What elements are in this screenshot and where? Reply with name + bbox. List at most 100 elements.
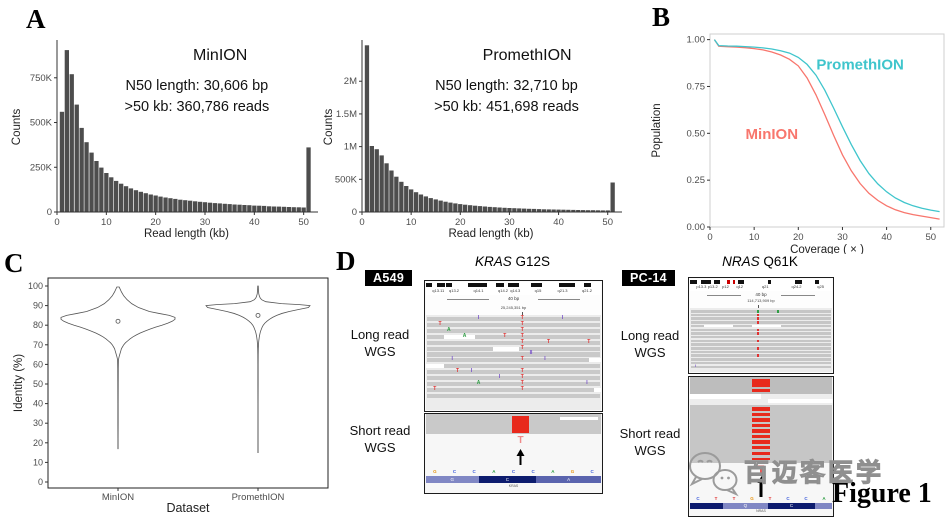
y-tick-label: 10	[33, 457, 43, 467]
amino-acid-segment: Q	[722, 503, 769, 509]
x-axis-title: Read length (kb)	[448, 228, 533, 240]
y-axis-title: Identity (%)	[13, 354, 25, 412]
mutation-q61k: Q61K	[759, 254, 798, 269]
histogram-bar	[59, 111, 65, 212]
read-row	[690, 339, 832, 343]
read-row	[690, 328, 832, 332]
ideogram-band	[559, 283, 575, 287]
ideogram-band-label: p13.3	[696, 284, 707, 289]
ideogram-band-label: q13.2	[448, 288, 460, 293]
insertion-mark: I	[586, 379, 588, 386]
sequence-base-G: G	[570, 469, 575, 474]
histogram-bar	[546, 209, 551, 212]
insertion-mark: I	[695, 363, 697, 368]
histogram-bar	[148, 194, 153, 212]
mismatch-base-T: T	[520, 379, 524, 386]
read-row	[690, 310, 832, 313]
igv-short-read-a549: T G C C A C C A G C G C A KRAS	[424, 413, 603, 494]
histogram-bar	[64, 50, 69, 212]
plot-panel-border	[709, 33, 945, 228]
histogram-bar	[94, 161, 99, 212]
ruler-track: 40 bp 114,713,909 bp	[690, 291, 832, 309]
ideogram-band-label: q13.11	[432, 288, 445, 293]
arrow-shaft	[759, 483, 763, 497]
histogram-bar	[600, 210, 605, 212]
read-gap	[588, 358, 601, 363]
insertion-mark: I	[451, 356, 453, 363]
x-tick-label: 20	[793, 232, 804, 243]
histogram-bar	[394, 176, 399, 212]
read-gap	[492, 346, 519, 351]
scale-label: 40 bp	[507, 296, 520, 301]
mismatch-base-T: T	[520, 385, 524, 392]
ideogram-band-label: p13.2	[707, 284, 718, 289]
mismatch-base-T: T	[520, 320, 524, 327]
histogram-bar	[458, 204, 463, 212]
sequence-base-C: C	[696, 496, 700, 501]
variant-red-bar	[751, 389, 771, 392]
read-row	[426, 381, 601, 387]
read-gap	[768, 399, 833, 403]
sequence-base-C: C	[590, 469, 594, 474]
y-tick-label: 20	[33, 438, 43, 448]
histogram-bar	[428, 198, 433, 212]
ideogram-band	[714, 280, 720, 284]
histogram-bar	[409, 189, 414, 212]
chromosome-ideogram: q13.11 q13.2 q14.1 q14.2 q14.3 q15 q21.3 q21.2	[426, 282, 601, 296]
histogram-bar	[143, 193, 148, 212]
histogram-bar	[526, 208, 532, 212]
mismatch-base-T: T	[520, 344, 524, 351]
histogram-bar	[384, 163, 389, 212]
mismatch-base-T: T	[546, 338, 551, 345]
read-gap	[704, 324, 733, 328]
histogram-bar	[222, 203, 227, 212]
annotation-line: >50 kb: 451,698 reads	[434, 99, 579, 115]
mismatch-base-A: A	[446, 326, 451, 333]
annotation-line: N50 length: 30,606 bp	[126, 78, 269, 94]
x-tick-label: 0	[707, 232, 712, 243]
insertion-mark: I	[470, 368, 473, 375]
y-axis-title: Counts	[11, 109, 23, 146]
panel-a-label: A	[26, 4, 46, 34]
histogram-bar	[193, 201, 198, 212]
histogram-bar	[104, 173, 109, 212]
mismatch-red	[757, 317, 760, 320]
histogram-bar	[566, 209, 571, 212]
histogram-bar	[163, 197, 168, 212]
histogram-bar	[610, 182, 615, 212]
y-axis-title: Population	[651, 103, 663, 157]
variant-red-bar	[751, 440, 771, 444]
read-row	[426, 328, 601, 333]
read-row	[426, 322, 601, 328]
histogram-bar	[399, 181, 404, 212]
scale-bar-right	[780, 295, 815, 296]
histogram-bar	[438, 200, 443, 212]
histogram-bar	[413, 192, 419, 212]
histogram-bar	[492, 207, 497, 212]
histogram-bar	[595, 210, 600, 212]
histogram-bar	[379, 155, 384, 212]
mismatch-base-A: A	[476, 379, 481, 386]
histogram-bar	[79, 127, 84, 212]
gene-name-nras: NRAS	[722, 254, 760, 269]
amino-acid-segment	[690, 503, 723, 509]
histogram-bar	[89, 152, 94, 212]
y-tick-label: 80	[33, 320, 43, 330]
figure-number-label: Figure 1	[832, 478, 932, 509]
mismatch-red	[757, 347, 760, 350]
read-row	[690, 350, 832, 354]
variant-red-bar	[751, 458, 771, 460]
read-row	[690, 321, 832, 324]
mismatch-base-T: T	[503, 332, 507, 339]
histogram-bar	[551, 209, 556, 212]
histogram-bar	[281, 206, 287, 212]
ideogram-band	[738, 280, 744, 284]
promethion-read-length-histogram: 0 500K 1M 1.5M 2M 0 10 20 30 40 50 Read length (kb)…	[323, 40, 622, 240]
read-row	[426, 317, 601, 322]
histogram-bar	[252, 205, 257, 212]
mismatch-red	[757, 313, 760, 317]
mismatch-base-T: T	[520, 326, 524, 333]
variant-red-bar	[751, 424, 771, 427]
histogram-bar	[443, 201, 448, 212]
short-read-wgs-label-right: Short read WGS	[619, 426, 681, 458]
